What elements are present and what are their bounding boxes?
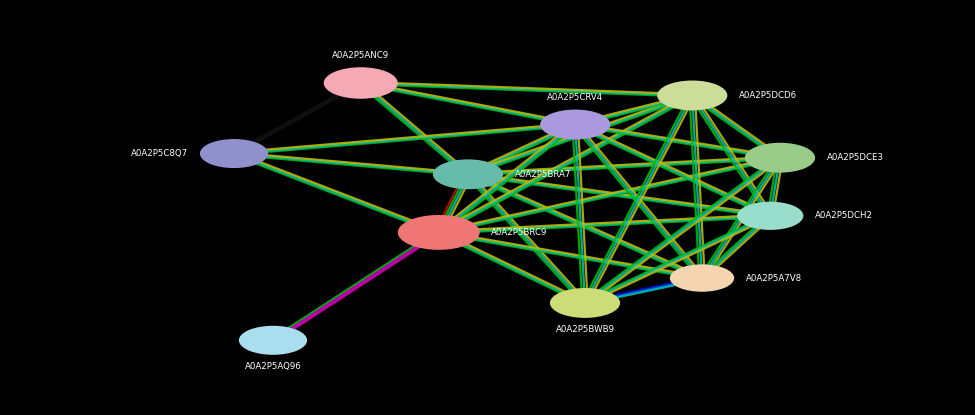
Circle shape [398,215,480,250]
Text: A0A2P5ANC9: A0A2P5ANC9 [332,51,389,60]
Text: A0A2P5DCH2: A0A2P5DCH2 [815,211,873,220]
Text: A0A2P5CRV4: A0A2P5CRV4 [547,93,604,102]
Circle shape [200,139,268,168]
Circle shape [540,110,610,139]
Text: A0A2P5A7V8: A0A2P5A7V8 [746,273,802,283]
Circle shape [550,288,620,318]
Circle shape [745,143,815,173]
Circle shape [433,159,503,189]
Text: A0A2P5DCE3: A0A2P5DCE3 [827,153,883,162]
Circle shape [657,81,727,110]
Circle shape [239,326,307,355]
Circle shape [324,67,398,99]
Circle shape [670,264,734,292]
Text: A0A2P5C8Q7: A0A2P5C8Q7 [131,149,188,158]
Text: A0A2P5DCD6: A0A2P5DCD6 [739,91,798,100]
Circle shape [737,202,803,230]
Text: A0A2P5BRA7: A0A2P5BRA7 [515,170,571,179]
Text: A0A2P5AQ96: A0A2P5AQ96 [245,362,301,371]
Text: A0A2P5BRC9: A0A2P5BRC9 [491,228,548,237]
Text: A0A2P5BWB9: A0A2P5BWB9 [556,325,614,334]
